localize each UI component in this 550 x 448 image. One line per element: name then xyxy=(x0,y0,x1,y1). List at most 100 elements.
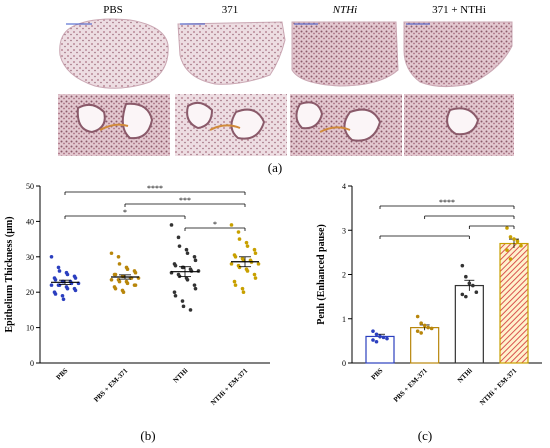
lung-section-nthi xyxy=(291,21,399,87)
data-point xyxy=(252,272,257,277)
col-label-371-nthi: 371 + NTHi xyxy=(432,4,486,16)
data-point xyxy=(109,251,114,256)
data-point xyxy=(73,288,78,293)
data-point xyxy=(474,290,479,294)
data-point xyxy=(185,251,190,256)
y-tick-label: 10 xyxy=(26,324,34,333)
data-point xyxy=(422,323,427,328)
data-point xyxy=(460,263,465,268)
penh-bar-chart: 0 1 2 3 4 Penh (Enhanced pause) **** PBS PBS + E… xyxy=(316,182,542,443)
data-point xyxy=(193,258,198,263)
col-label-371: 371 xyxy=(221,4,239,16)
data-point xyxy=(121,290,126,294)
data-point xyxy=(240,286,245,291)
data-point xyxy=(426,325,430,330)
airway-closeup-371 xyxy=(175,94,287,156)
data-point xyxy=(184,247,189,252)
data-point xyxy=(65,272,70,277)
data-point xyxy=(371,338,375,342)
data-point xyxy=(61,297,66,302)
data-point xyxy=(232,279,237,284)
y-tick-label: 40 xyxy=(26,217,34,226)
significance-label: **** xyxy=(147,184,163,193)
significance-label: * xyxy=(123,208,127,217)
y-tick-label: 30 xyxy=(26,253,34,262)
significance-label: *** xyxy=(179,196,191,205)
panel-label-c: (c) xyxy=(418,428,432,443)
data-point xyxy=(229,262,234,266)
data-point xyxy=(193,286,198,291)
data-point xyxy=(429,326,434,331)
data-point xyxy=(172,290,177,294)
data-point xyxy=(244,240,249,245)
data-point xyxy=(256,262,261,266)
y-axis-label: Epithelium Thickness (μm) xyxy=(4,216,15,332)
data-point xyxy=(241,290,246,294)
data-point xyxy=(113,272,118,277)
data-point xyxy=(252,247,257,252)
data-point xyxy=(233,283,238,287)
panel-label-b: (b) xyxy=(140,428,155,443)
histology-panel xyxy=(58,18,514,156)
data-point xyxy=(49,255,54,259)
data-point xyxy=(253,276,258,280)
y-tick-label: 20 xyxy=(26,288,34,297)
y-tick-label: 2 xyxy=(342,271,346,280)
data-point xyxy=(505,248,509,252)
data-point xyxy=(415,314,420,319)
airway-closeup-pbs xyxy=(58,94,170,156)
data-point xyxy=(419,331,423,335)
x-tick-label: NTHi xyxy=(172,367,190,385)
data-point xyxy=(173,293,178,298)
data-point xyxy=(181,304,186,309)
y-tick-label: 3 xyxy=(342,226,346,235)
x-tick-label: PBS + EM-371 xyxy=(392,366,429,403)
significance-label: * xyxy=(213,220,217,229)
data-point xyxy=(245,244,250,248)
x-tick-label: NTHi + EM-371 xyxy=(478,366,518,406)
x-tick-label: PBS xyxy=(370,367,385,382)
data-point xyxy=(237,265,242,270)
data-point xyxy=(173,263,178,268)
y-axis-label: Penh (Enhanced pause) xyxy=(316,224,327,325)
data-point xyxy=(371,329,375,333)
data-point xyxy=(192,255,197,259)
data-point xyxy=(133,270,138,275)
data-point xyxy=(515,239,520,244)
data-point xyxy=(73,276,78,280)
data-point xyxy=(374,332,379,337)
data-point xyxy=(188,308,193,312)
data-point xyxy=(169,223,174,227)
bar xyxy=(410,327,440,364)
data-point xyxy=(177,244,182,248)
data-point xyxy=(60,293,65,298)
data-point xyxy=(233,255,238,259)
data-point xyxy=(113,286,118,291)
x-tick-label: PBS xyxy=(55,367,70,382)
data-point xyxy=(65,286,70,291)
airway-closeup-nthi xyxy=(290,94,402,156)
data-point xyxy=(185,278,190,282)
bar xyxy=(454,284,484,364)
data-point xyxy=(192,283,197,287)
data-point xyxy=(125,281,130,286)
data-point xyxy=(253,251,258,256)
y-tick-label: 1 xyxy=(342,315,346,324)
data-point xyxy=(229,223,234,227)
data-point xyxy=(245,269,250,273)
data-point xyxy=(57,269,62,273)
data-point xyxy=(508,235,513,239)
data-point xyxy=(385,336,389,341)
data-point xyxy=(116,255,121,259)
y-tick-label: 0 xyxy=(30,359,34,368)
y-tick-label: 4 xyxy=(342,182,346,191)
data-point xyxy=(117,262,122,266)
data-point xyxy=(237,237,242,241)
data-point xyxy=(508,257,513,261)
significance-label: **** xyxy=(439,198,455,207)
data-point xyxy=(505,226,509,230)
data-point xyxy=(176,235,181,240)
data-point xyxy=(419,321,423,325)
x-tick-label: NTHi + EM-371 xyxy=(209,366,249,406)
data-point xyxy=(56,265,61,270)
